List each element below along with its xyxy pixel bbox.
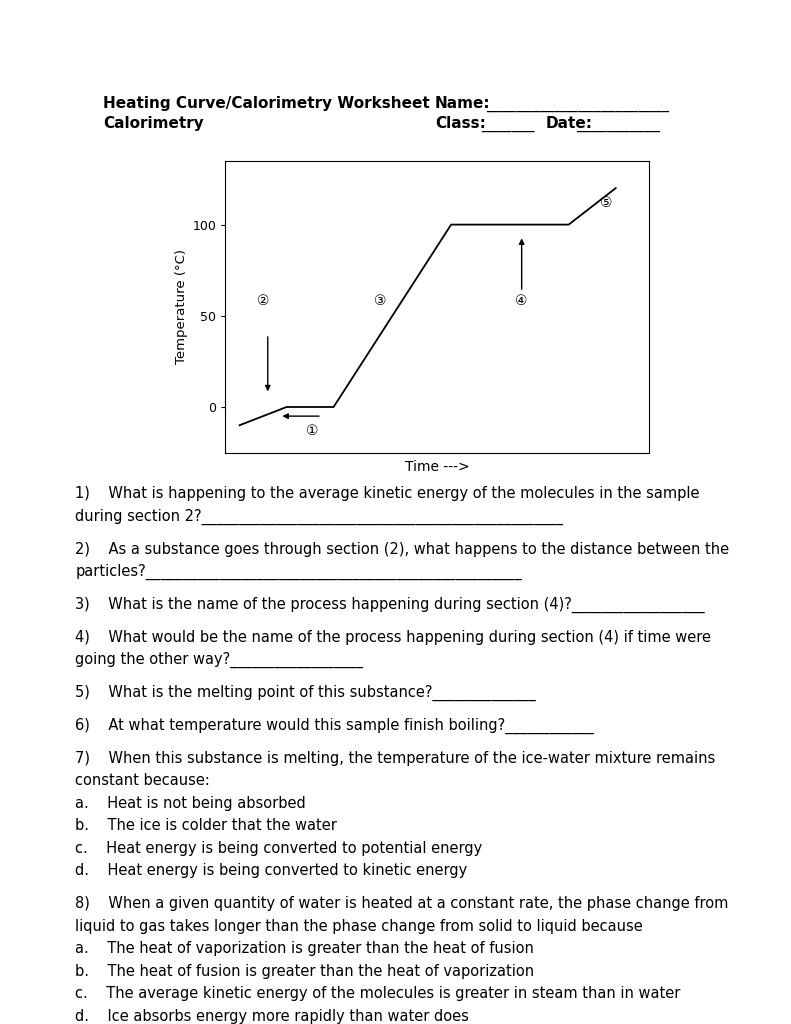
Text: going the other way?__________________: going the other way?__________________ — [75, 652, 363, 669]
Text: Heating Curve/Calorimetry Worksheet: Heating Curve/Calorimetry Worksheet — [103, 95, 430, 111]
Text: c.    The average kinetic energy of the molecules is greater in steam than in wa: c. The average kinetic energy of the mol… — [75, 986, 680, 1001]
Text: liquid to gas takes longer than the phase change from solid to liquid because: liquid to gas takes longer than the phas… — [75, 919, 643, 934]
Text: _______: _______ — [481, 117, 534, 132]
Text: ___________: ___________ — [576, 117, 660, 132]
Text: 4)    What would be the name of the process happening during section (4) if time: 4) What would be the name of the process… — [75, 630, 711, 645]
Text: ________________________: ________________________ — [486, 96, 669, 112]
Text: Calorimetry: Calorimetry — [103, 116, 203, 131]
Text: b.    The ice is colder that the water: b. The ice is colder that the water — [75, 818, 337, 834]
Y-axis label: Temperature (°C): Temperature (°C) — [176, 249, 188, 365]
Text: d.    Heat energy is being converted to kinetic energy: d. Heat energy is being converted to kin… — [75, 863, 467, 879]
Text: 5)    What is the melting point of this substance?______________: 5) What is the melting point of this sub… — [75, 685, 536, 701]
Text: 6)    At what temperature would this sample finish boiling?____________: 6) At what temperature would this sample… — [75, 718, 594, 734]
Text: Name:: Name: — [435, 95, 490, 111]
Text: particles?___________________________________________________: particles?______________________________… — [75, 564, 522, 581]
X-axis label: Time --->: Time ---> — [405, 460, 469, 473]
Text: 3)    What is the name of the process happening during section (4)?_____________: 3) What is the name of the process happe… — [75, 597, 705, 613]
Text: 2)    As a substance goes through section (2), what happens to the distance betw: 2) As a substance goes through section (… — [75, 542, 729, 557]
Text: constant because:: constant because: — [75, 773, 210, 788]
Text: a.    The heat of vaporization is greater than the heat of fusion: a. The heat of vaporization is greater t… — [75, 941, 534, 956]
Text: 1)    What is happening to the average kinetic energy of the molecules in the sa: 1) What is happening to the average kine… — [75, 486, 700, 502]
Text: a.    Heat is not being absorbed: a. Heat is not being absorbed — [75, 796, 306, 811]
Text: ④: ④ — [516, 294, 528, 308]
Text: ⑤: ⑤ — [600, 196, 612, 210]
Text: ①: ① — [306, 424, 319, 437]
Text: d.    Ice absorbs energy more rapidly than water does: d. Ice absorbs energy more rapidly than … — [75, 1009, 469, 1024]
Text: c.    Heat energy is being converted to potential energy: c. Heat energy is being converted to pot… — [75, 841, 483, 856]
Text: ③: ③ — [374, 294, 387, 308]
Text: b.    The heat of fusion is greater than the heat of vaporization: b. The heat of fusion is greater than th… — [75, 964, 534, 979]
Text: during section 2?_________________________________________________: during section 2?_______________________… — [75, 509, 563, 525]
Text: 8)    When a given quantity of water is heated at a constant rate, the phase cha: 8) When a given quantity of water is hea… — [75, 896, 729, 911]
Text: ②: ② — [257, 294, 269, 308]
Text: Date:: Date: — [546, 116, 592, 131]
Text: 7)    When this substance is melting, the temperature of the ice-water mixture r: 7) When this substance is melting, the t… — [75, 751, 715, 766]
Text: Class:: Class: — [435, 116, 486, 131]
